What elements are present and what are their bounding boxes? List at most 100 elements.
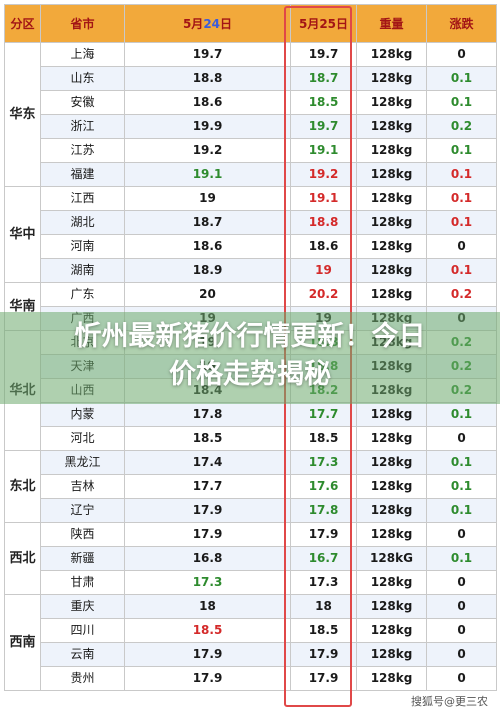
table-header-row: 分区 省市 5月24日 5月25日 重量 涨跌 — [4, 4, 497, 43]
table-row: 华南 广东 20 20.2 128kg 0.2 — [4, 282, 497, 331]
header-may25: 5月25日 — [290, 4, 357, 43]
province-cell: 吉林 — [40, 474, 125, 499]
may24-price-cell: 16.8 — [124, 546, 291, 571]
weight-cell: 128kg — [356, 474, 427, 499]
table-row: 华东 上海 19.7 19.7 128kg 0 — [4, 42, 497, 187]
province-cell: 浙江 — [40, 114, 125, 139]
may24-price-cell: 18.7 — [124, 210, 291, 235]
change-cell: 0.2 — [426, 114, 497, 139]
table-row: 东北 黑龙江 17.4 17.3 128kg 0.1 — [4, 450, 497, 523]
weight-cell: 128kg — [356, 594, 427, 619]
province-cell: 福建 — [40, 162, 125, 187]
may25-price-cell: 19.2 — [290, 162, 357, 187]
province-cell: 上海 — [40, 42, 125, 67]
change-cell: 0 — [426, 570, 497, 595]
weight-cell: 128kg — [356, 522, 427, 547]
weight-cell: 128kg — [356, 450, 427, 475]
change-cell: 0.1 — [426, 450, 497, 475]
header-province: 省市 — [40, 4, 125, 43]
change-cell: 0.1 — [426, 90, 497, 115]
table-row: 西南 重庆 18 18 128kg 0 — [4, 594, 497, 691]
may25-price-cell: 19.7 — [290, 42, 357, 67]
weight-cell: 128kg — [356, 186, 427, 211]
table-row: 湖北 18.7 18.8 128kg 0.1 — [5, 210, 497, 235]
header-may24-suffix: 日 — [220, 17, 233, 31]
may24-price-cell: 17.9 — [124, 522, 291, 547]
table-row: 贵州 17.9 17.9 128kg 0 — [5, 666, 497, 691]
may25-price-cell: 17.9 — [290, 666, 357, 691]
province-cell: 重庆 — [40, 594, 125, 619]
may24-price-cell: 20 — [124, 282, 291, 307]
table-row: 辽宁 17.9 17.8 128kg 0.1 — [5, 498, 497, 523]
table-body: 华东 上海 19.7 19.7 128kg 0 山东 18.8 18.7 128kg 0.1 安徽 18… — [4, 42, 497, 691]
may24-price-cell: 17.8 — [124, 402, 291, 427]
may24-price-cell: 19.9 — [124, 114, 291, 139]
weight-cell: 128kg — [356, 282, 427, 307]
may24-price-cell: 17.9 — [124, 498, 291, 523]
province-cell: 山东 — [40, 66, 125, 91]
region-cell: 西北 — [4, 522, 41, 595]
weight-cell: 128kg — [356, 234, 427, 259]
province-cell: 湖北 — [40, 210, 125, 235]
region-cell: 东北 — [4, 450, 41, 523]
may25-price-cell: 20.2 — [290, 282, 357, 307]
change-cell: 0.1 — [426, 66, 497, 91]
weight-cell: 128kg — [356, 426, 427, 451]
may25-price-cell: 18.5 — [290, 426, 357, 451]
header-may24-day: 24 — [203, 17, 221, 31]
weight-cell: 128kg — [356, 114, 427, 139]
table-row: 江苏 19.2 19.1 128kg 0.1 — [5, 138, 497, 163]
table-row: 福建 19.1 19.2 128kg 0.1 — [5, 162, 497, 187]
province-cell: 辽宁 — [40, 498, 125, 523]
table-row: 河北 18.5 18.5 128kg 0 — [5, 426, 497, 451]
title-banner-text: 忻州最新猪价行情更新！今日 价格走势揭秘 — [0, 318, 500, 394]
change-cell: 0 — [426, 42, 497, 67]
table-row: 河南 18.6 18.6 128kg 0 — [5, 234, 497, 259]
may25-price-cell: 18.5 — [290, 618, 357, 643]
province-cell: 四川 — [40, 618, 125, 643]
weight-cell: 128kg — [356, 666, 427, 691]
change-cell: 0 — [426, 594, 497, 619]
weight-cell: 128kG — [356, 546, 427, 571]
change-cell: 0.1 — [426, 138, 497, 163]
weight-cell: 128kg — [356, 42, 427, 67]
may24-price-cell: 18.6 — [124, 234, 291, 259]
change-cell: 0.1 — [426, 546, 497, 571]
province-cell: 内蒙 — [40, 402, 125, 427]
province-cell: 甘肃 — [40, 570, 125, 595]
may24-price-cell: 17.9 — [124, 642, 291, 667]
weight-cell: 128kg — [356, 570, 427, 595]
may25-price-cell: 17.8 — [290, 498, 357, 523]
price-table-sheet: 分区 省市 5月24日 5月25日 重量 涨跌 华东 上海 19.7 19.7 128k… — [4, 4, 497, 712]
change-cell: 0 — [426, 426, 497, 451]
banner-line-1: 忻州最新猪价行情更新！今日 — [74, 321, 426, 352]
region-cell: 西南 — [4, 594, 41, 691]
change-cell: 0.1 — [426, 474, 497, 499]
may25-price-cell: 17.3 — [290, 450, 357, 475]
table-row: 山东 18.8 18.7 128kg 0.1 — [5, 66, 497, 91]
header-change: 涨跌 — [426, 4, 497, 43]
may25-price-cell: 18.8 — [290, 210, 357, 235]
change-cell: 0.1 — [426, 402, 497, 427]
may25-price-cell: 19 — [290, 258, 357, 283]
may24-price-cell: 17.7 — [124, 474, 291, 499]
province-cell: 江西 — [40, 186, 125, 211]
table-row: 湖南 18.9 19 128kg 0.1 — [5, 258, 497, 283]
may24-price-cell: 19.2 — [124, 138, 291, 163]
table-row: 四川 18.5 18.5 128kg 0 — [5, 618, 497, 643]
weight-cell: 128kg — [356, 618, 427, 643]
weight-cell: 128kg — [356, 258, 427, 283]
watermark: 搜狐号@更三农 — [407, 692, 492, 710]
change-cell: 0 — [426, 666, 497, 691]
region-cell: 华中 — [4, 186, 41, 283]
may24-price-cell: 18.5 — [124, 618, 291, 643]
title-banner — [0, 312, 500, 404]
change-cell: 0.1 — [426, 498, 497, 523]
table-row: 内蒙 17.8 17.7 128kg 0.1 — [5, 402, 497, 427]
may24-price-cell: 18.9 — [124, 258, 291, 283]
province-cell: 云南 — [40, 642, 125, 667]
may25-price-cell: 18.5 — [290, 90, 357, 115]
may25-price-cell: 19.1 — [290, 186, 357, 211]
may24-price-cell: 18.6 — [124, 90, 291, 115]
pig-price-table: 分区 省市 5月24日 5月25日 重量 涨跌 华东 上海 19.7 19.7 128k… — [4, 4, 497, 691]
